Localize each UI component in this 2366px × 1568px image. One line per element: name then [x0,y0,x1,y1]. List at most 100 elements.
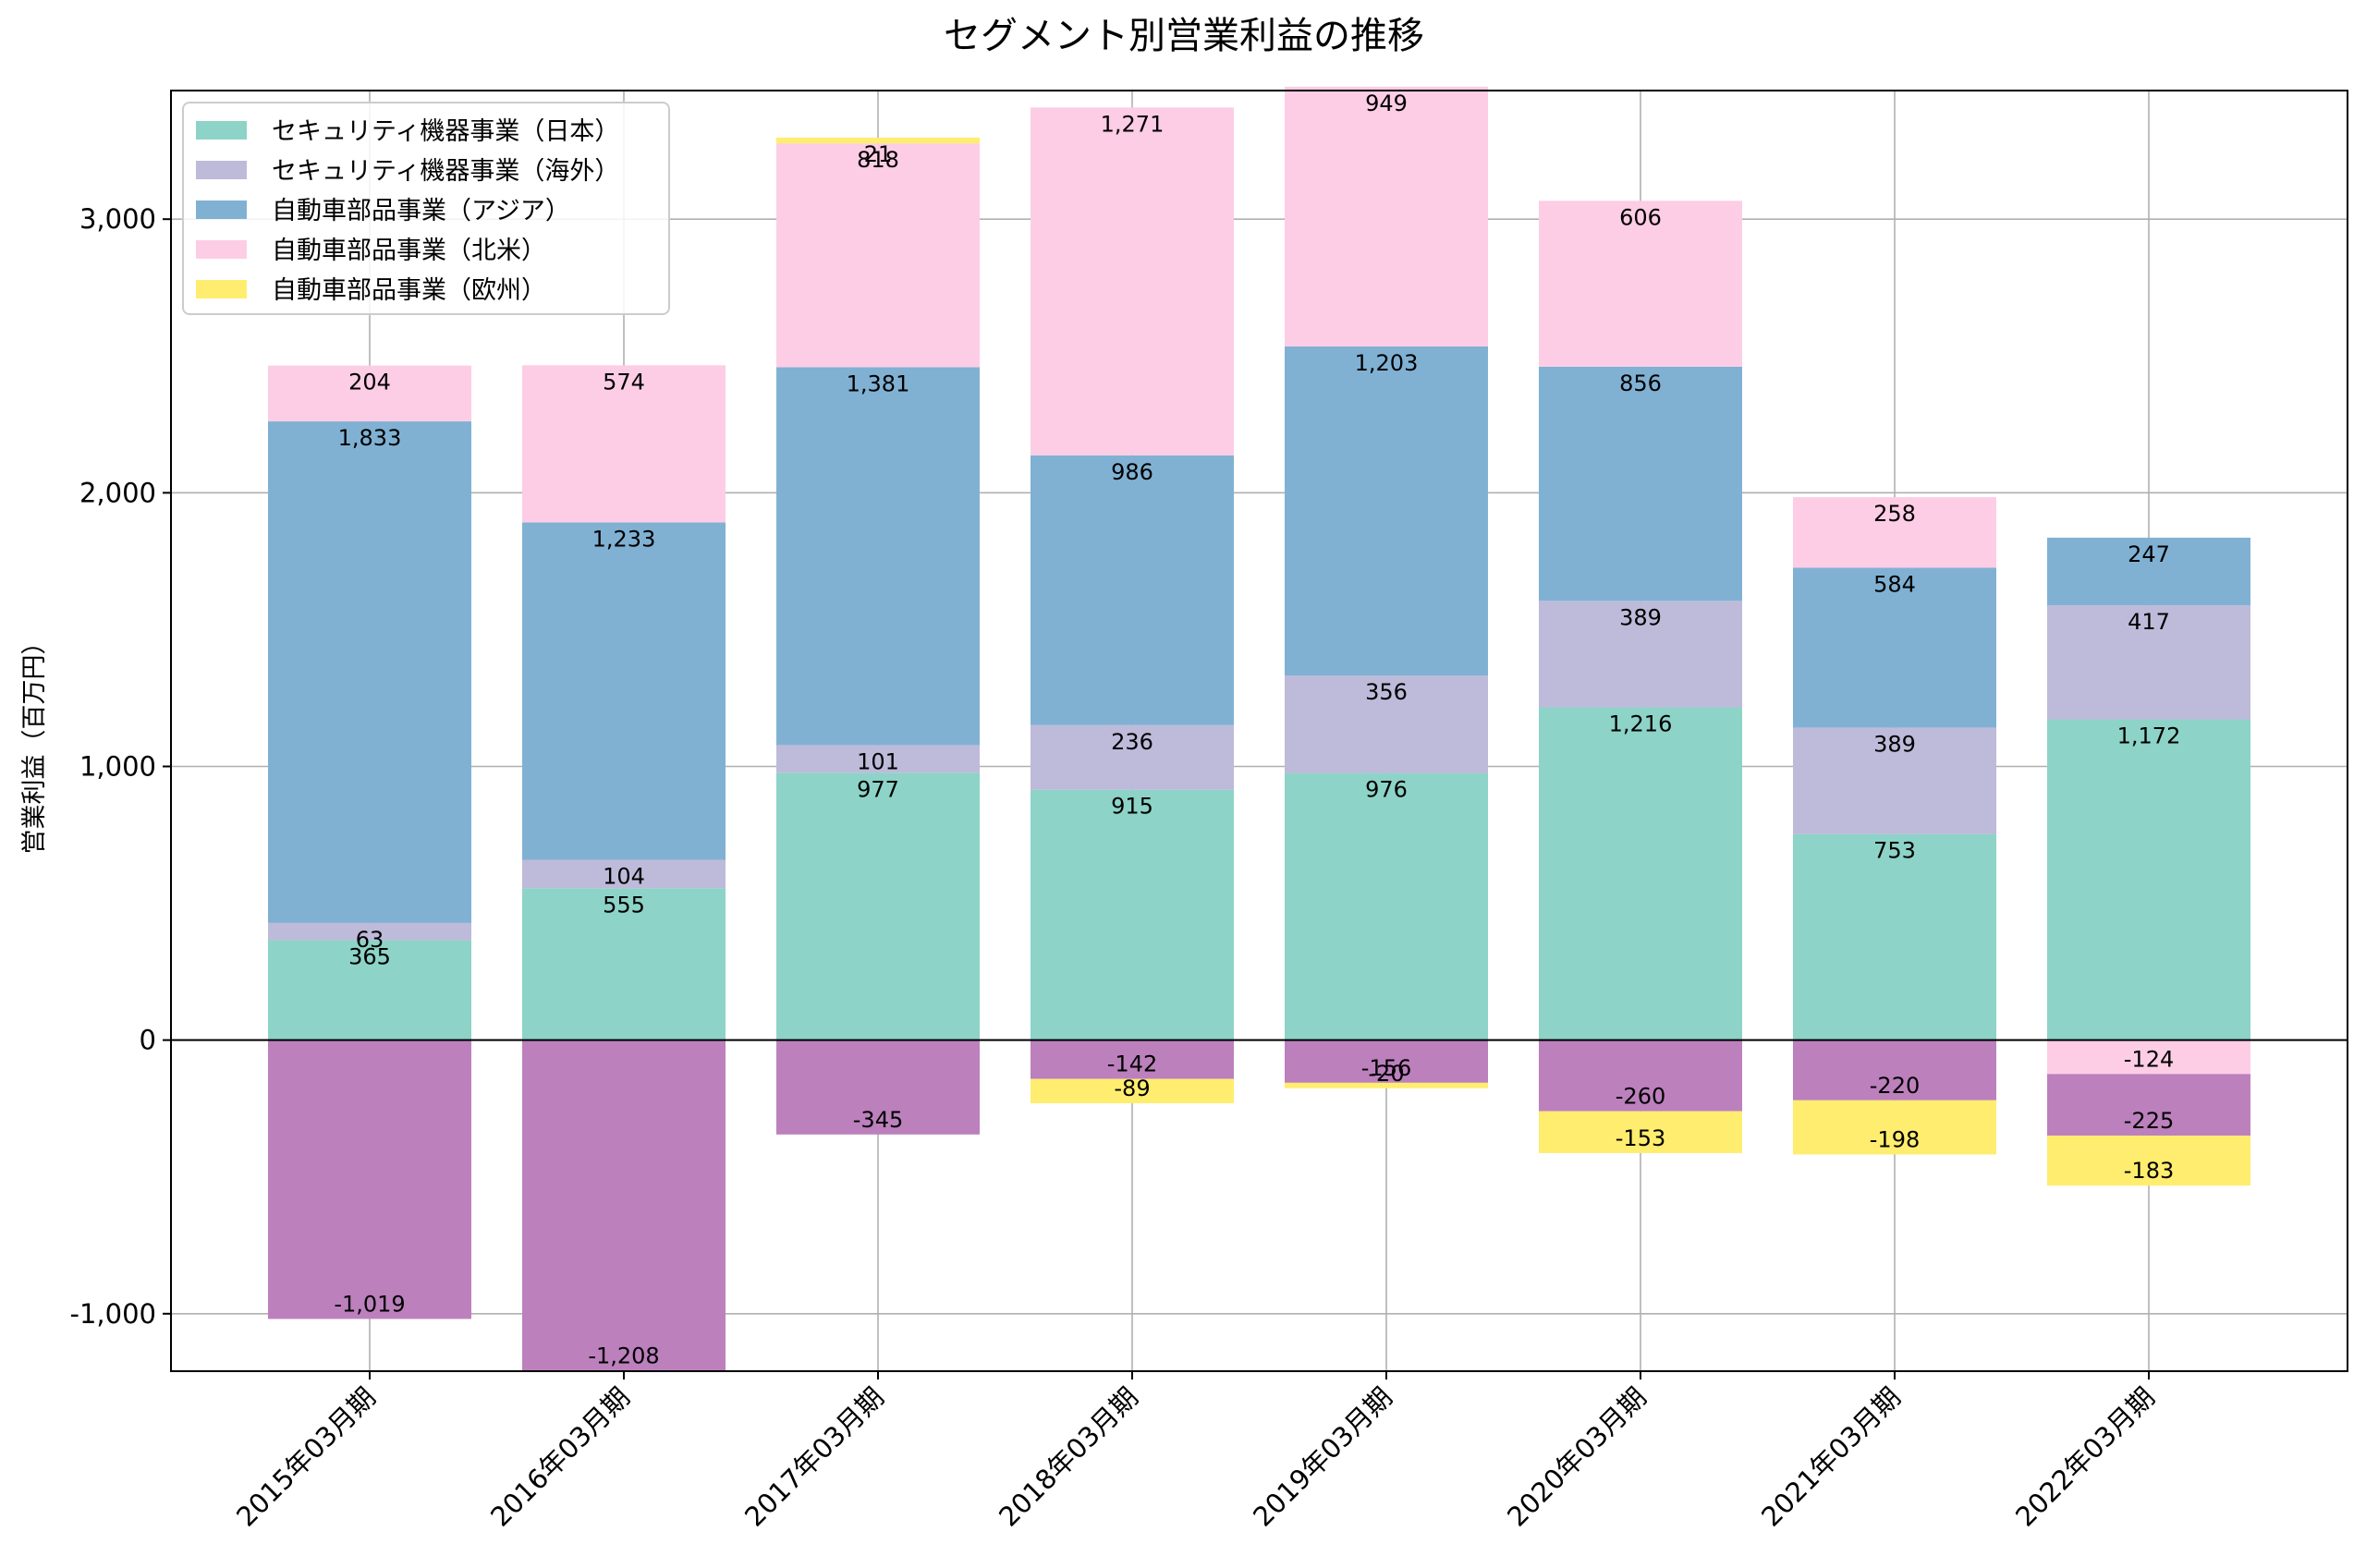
bar-segment [1285,1082,1488,1088]
bar-segment [776,745,980,773]
bar-segment [2047,1074,2250,1136]
bar-segment [1031,107,1234,456]
bar-segment [2047,1136,2250,1186]
bar-segment [776,1039,980,1135]
data-label: 555 [603,892,645,918]
legend: セキュリティ機器事業（日本） セキュリティ機器事業（海外） 自動車部品事業（アジア）… [182,102,670,315]
bar-segment [776,143,980,368]
data-label: -345 [853,1107,903,1133]
data-label: -1,208 [588,1343,659,1368]
bar-segment [1793,1039,1996,1100]
data-label: 949 [1365,91,1408,116]
y-tick-label: 1,000 [79,751,156,783]
data-label: 606 [1619,204,1662,230]
bar-segment [1539,707,1742,1040]
bar-segment [522,522,726,860]
data-label: 63 [356,927,384,953]
data-label: 574 [603,369,645,395]
data-label: 1,172 [2117,723,2181,749]
data-label: 356 [1365,679,1408,705]
data-label: -260 [1616,1084,1665,1110]
y-tick-label: -1,000 [70,1298,157,1330]
data-label: -156 [1361,1055,1411,1081]
data-label: 1,833 [338,425,402,451]
data-label: 389 [1873,731,1916,757]
legend-entry-label: 自動車部品事業（アジア） [272,197,570,225]
data-label: -153 [1616,1125,1665,1151]
bar-segment [1539,1111,1742,1153]
bar-segment [1539,366,1742,602]
bar-segment [522,859,726,889]
bar-segment [1285,86,1488,346]
bar-segment [268,940,471,1040]
bar-segment [1031,455,1234,725]
data-label: -89 [1114,1076,1150,1101]
data-label: 258 [1873,501,1916,527]
bar-segment [1793,727,1996,834]
data-label: 389 [1619,604,1662,630]
data-label: -142 [1107,1051,1157,1077]
bar-segment [1031,789,1234,1040]
bar-segment [268,421,471,923]
bar-segment [1793,497,1996,568]
data-label: 417 [2128,609,2170,635]
y-tick-label: 2,000 [79,477,156,508]
data-label: 584 [1873,571,1916,597]
data-label: -1,019 [334,1291,405,1317]
data-label: 753 [1873,838,1916,864]
bar-segment [1285,1039,1488,1083]
bar-segment [1285,675,1488,773]
bar-segment [1031,724,1234,790]
bar-segment [268,922,471,941]
legend-entry-label: セキュリティ機器事業（日本） [272,117,619,146]
bar-segment [1793,833,1996,1040]
data-label: 986 [1111,459,1153,485]
bars [268,86,2250,1371]
bar-segment [522,888,726,1040]
legend-swatch [196,121,247,140]
bar-segment [776,137,980,144]
bar-segment [2047,1039,2250,1075]
bar-segment [268,365,471,422]
bar-segment [1285,772,1488,1040]
bar-segment [1793,567,1996,728]
bar-segment [1285,346,1488,676]
data-label: 1,381 [847,371,910,396]
data-label: 915 [1111,794,1153,820]
data-label: 101 [857,748,899,774]
bar-segment [2047,605,2250,720]
bar-segment [1031,1078,1234,1104]
bar-segment [1793,1100,1996,1155]
data-label: -183 [2124,1158,2174,1184]
bar-segment [1539,601,1742,708]
data-label: 1,271 [1101,111,1165,137]
data-label: -220 [1870,1073,1920,1099]
data-label: 1,203 [1355,350,1419,376]
data-label: 247 [2128,541,2170,567]
bar-segment [1539,201,1742,367]
legend-entry-label: 自動車部品事業（欧州） [272,276,546,305]
data-label: 204 [348,370,391,395]
legend-entry-label: 自動車部品事業（北米） [272,237,546,265]
legend-swatch [196,161,247,179]
data-label: 856 [1619,371,1662,396]
data-label: 976 [1365,777,1408,803]
y-tick-label: 3,000 [79,203,156,235]
data-label: -124 [2124,1046,2174,1072]
y-tick-label: 0 [140,1025,156,1056]
chart-title: セグメント別営業利益の推移 [944,15,1424,57]
bar-segment [776,772,980,1040]
data-label: -20 [1368,1061,1404,1087]
data-label: -198 [1870,1126,1920,1152]
data-label: 1,216 [1609,711,1673,737]
data-label: 365 [348,944,391,970]
legend-entry-label: セキュリティ機器事業（海外） [272,157,619,186]
bar-segment [1031,1039,1234,1079]
plot-frame [170,90,2348,1372]
bar-segment [268,1039,471,1319]
data-label: 21 [864,141,893,167]
data-label: 104 [603,863,645,889]
y-axis-label: 営業利益（百万円） [20,630,49,855]
